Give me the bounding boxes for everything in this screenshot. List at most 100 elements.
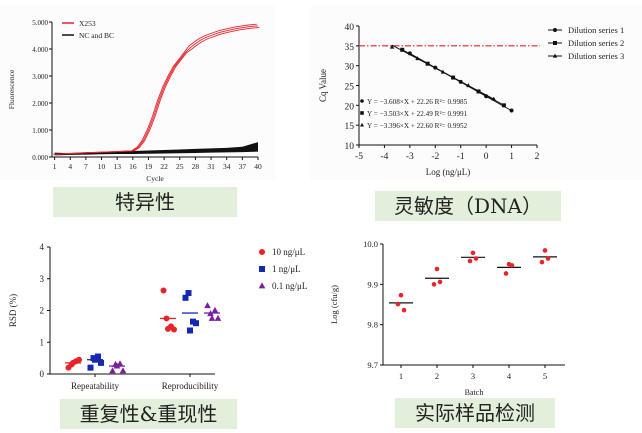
x-tick-label: 1 xyxy=(509,152,514,162)
legend-label-nc: NC and BC xyxy=(79,31,114,40)
data-point xyxy=(214,314,222,321)
legend-label: 0.1 ng/μL xyxy=(272,281,307,291)
data-point xyxy=(187,327,193,334)
x-tick-label: 13 xyxy=(113,162,121,171)
data-point xyxy=(185,290,192,297)
data-point xyxy=(466,83,471,88)
y-axis-label: Log (cfu/g) xyxy=(329,285,339,324)
data-point xyxy=(182,294,189,301)
equation-text: Y = −3.608×X + 22.26 R²= 0.9985 xyxy=(367,98,468,106)
x-tick-label: 4 xyxy=(68,162,72,171)
x-tick-label: 5 xyxy=(543,371,547,381)
data-point xyxy=(76,356,82,363)
data-point xyxy=(109,367,116,374)
y-tick-label: 35 xyxy=(345,43,355,53)
x-category-label: Reproducibility xyxy=(162,381,219,391)
data-point xyxy=(98,359,104,366)
data-point xyxy=(116,360,124,367)
specificity-chart: 0.000 1.000 2.000 3.000 4.000 5.000 1 4 7 10 13 16 1… xyxy=(7,19,262,183)
x-tick-label: 2 xyxy=(435,371,439,381)
data-point xyxy=(163,315,170,322)
y-tick-label: 0.000 xyxy=(32,154,48,162)
x253-curve xyxy=(53,23,257,155)
data-point xyxy=(119,367,127,374)
data-point xyxy=(70,359,76,366)
x-axis-label: Cycle xyxy=(146,174,164,183)
x-tick-label: 37 xyxy=(239,162,247,171)
data-point xyxy=(87,364,94,371)
data-point xyxy=(539,259,545,265)
y-tick-label: 1.000 xyxy=(32,127,48,135)
data-point xyxy=(398,292,404,298)
data-point xyxy=(501,103,506,108)
y-tick-label: 4 xyxy=(40,242,45,252)
x-axis-label: Log (ng/μL) xyxy=(426,167,471,177)
x-tick-label: -3 xyxy=(406,152,414,162)
y-axis-label: RSD (%) xyxy=(8,294,18,327)
x253-curve xyxy=(55,26,260,155)
y-tick-label: 9.7 xyxy=(367,360,378,370)
x-tick-label: -1 xyxy=(457,152,465,162)
y-tick-label: 1 xyxy=(40,337,45,347)
y-tick-label: 3.000 xyxy=(32,73,48,81)
x-tick-label: 31 xyxy=(207,162,215,171)
data-point xyxy=(204,302,211,309)
x-tick-label: 10 xyxy=(98,162,106,171)
data-point xyxy=(545,256,551,261)
x-tick-label: -5 xyxy=(355,152,363,162)
x-tick-label: 34 xyxy=(223,162,231,171)
data-point xyxy=(509,263,515,268)
x-tick-label: 2 xyxy=(535,152,540,162)
legend-marker xyxy=(552,53,558,58)
x-tick-label: 0 xyxy=(484,152,489,162)
data-point xyxy=(389,44,395,49)
caption-sensitivity: 灵敏度（DNA） xyxy=(375,191,561,221)
equation-text: Y = −3.503×X + 22.49 R²= 0.9991 xyxy=(367,110,468,118)
data-point xyxy=(467,258,473,264)
caption-sample-test: 实际样品检测 xyxy=(395,398,555,428)
x-axis-label: Batch xyxy=(465,388,484,397)
y-tick-label: 2 xyxy=(40,306,45,316)
caption-specificity: 特异性 xyxy=(53,187,237,217)
x-tick-label: 4 xyxy=(507,371,512,381)
x-tick-label: 22 xyxy=(160,162,168,171)
data-point xyxy=(542,248,548,253)
data-point xyxy=(401,307,407,313)
data-point xyxy=(400,47,405,52)
x-tick-label: 28 xyxy=(192,162,200,171)
data-point xyxy=(473,256,479,261)
legend-label: 10 ng/μL xyxy=(272,247,305,257)
data-point xyxy=(431,282,437,287)
data-point xyxy=(434,266,440,272)
y-tick-label: 10 xyxy=(345,142,355,152)
data-point xyxy=(491,96,496,101)
equation-marker xyxy=(360,99,364,103)
x-tick-label: 7 xyxy=(84,162,88,171)
y-tick-label: 4.000 xyxy=(32,46,48,54)
legend-label: 1 ng/μL xyxy=(272,264,301,274)
data-point xyxy=(208,314,216,321)
y-tick-label: 2.000 xyxy=(32,100,48,108)
y-tick-label: 15 xyxy=(345,122,355,132)
x-category-label: Repeatability xyxy=(71,381,119,391)
y-tick-label: 0 xyxy=(40,369,45,379)
sensitivity-panel xyxy=(310,5,642,180)
y-tick-label: 10.0 xyxy=(363,239,378,249)
legend-marker xyxy=(258,282,266,289)
y-tick-label: 25 xyxy=(345,83,355,93)
data-point xyxy=(160,287,167,294)
x-tick-label: -4 xyxy=(380,152,388,162)
legend-label: Dilution series 1 xyxy=(568,25,624,35)
x-tick-label: 25 xyxy=(176,162,184,171)
legend-marker xyxy=(259,266,265,272)
equation-marker xyxy=(360,122,364,127)
y-tick-label: 9.9 xyxy=(367,279,378,289)
nc-bc-band xyxy=(54,142,259,156)
x-tick-label: 1 xyxy=(53,162,57,171)
x-tick-label: 1 xyxy=(399,371,403,381)
legend-label: Dilution series 3 xyxy=(568,51,624,61)
sample-test-chart: 9.7 9.8 9.9 10.0 1 2 3 4 5 Batch Log (cfu/g) xyxy=(329,239,565,397)
x-tick-label: 3 xyxy=(471,371,475,381)
equation-marker xyxy=(360,111,364,115)
data-point xyxy=(509,108,514,113)
